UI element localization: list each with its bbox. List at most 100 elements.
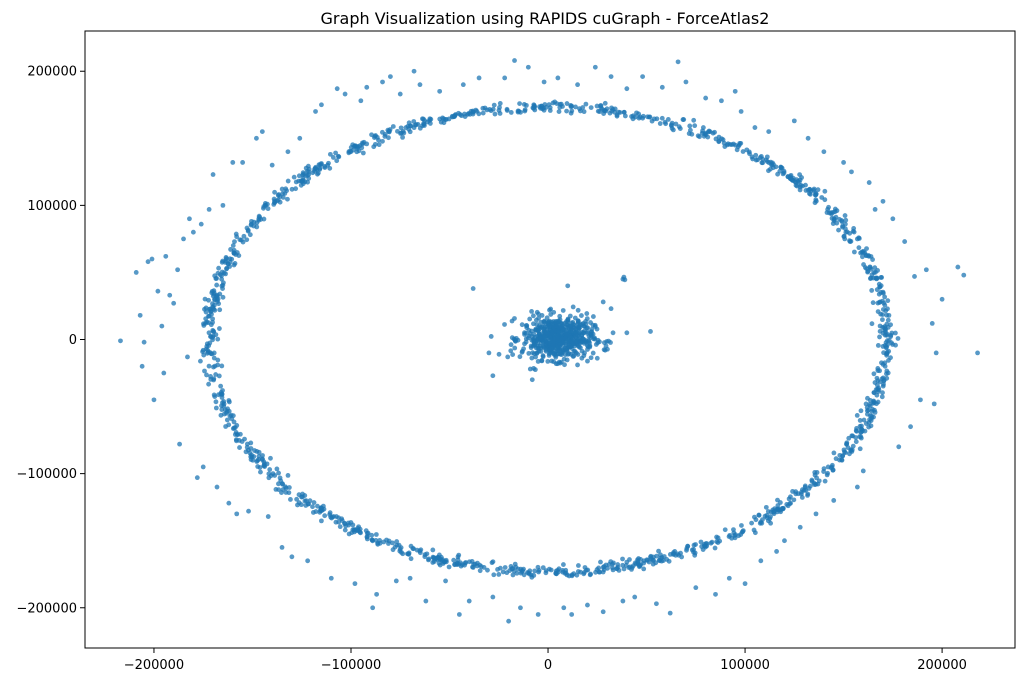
ring-point	[880, 317, 885, 323]
ring-point	[515, 108, 521, 114]
ring-point	[232, 432, 238, 437]
ring-point	[426, 557, 431, 563]
cluster-point	[592, 336, 598, 342]
ring-point	[394, 539, 400, 544]
ring-point	[583, 101, 589, 107]
ring-point	[211, 290, 217, 296]
ring-point	[883, 345, 889, 351]
cluster-point	[530, 313, 536, 319]
ring-point	[880, 390, 885, 396]
ring-point	[262, 464, 268, 469]
ring-point	[239, 237, 244, 243]
ring-point	[556, 566, 562, 572]
outlier-point	[890, 216, 896, 222]
outlier-point	[185, 354, 190, 360]
ring-point	[871, 390, 877, 396]
y-tick-label: −200000	[16, 601, 77, 616]
outlier-point	[305, 558, 311, 564]
ring-point	[881, 377, 887, 383]
ring-point	[578, 569, 583, 575]
ring-point	[254, 449, 260, 454]
ring-point	[519, 569, 525, 575]
cluster-point	[556, 329, 561, 335]
outlier-point	[742, 581, 748, 587]
ring-point	[275, 197, 281, 203]
ring-point	[492, 111, 498, 117]
ring-point	[405, 551, 410, 557]
outlier-point	[364, 84, 370, 90]
outlier-point	[518, 605, 523, 611]
cluster-point	[510, 352, 516, 357]
ring-point	[874, 275, 880, 281]
ring-point	[359, 145, 365, 151]
cluster-point	[590, 322, 596, 328]
ring-point	[871, 371, 877, 377]
ring-point	[881, 300, 887, 306]
outlier-point	[407, 575, 413, 581]
cluster-point	[589, 329, 594, 335]
cluster-point	[549, 358, 555, 364]
ring-point	[885, 317, 891, 323]
ring-point	[376, 137, 381, 143]
ring-point	[277, 475, 283, 481]
cluster-point	[560, 321, 565, 327]
ring-point	[857, 418, 863, 423]
ring-point	[265, 206, 271, 212]
ring-point	[893, 330, 898, 336]
ring-point	[569, 108, 575, 114]
outlier-point	[732, 88, 738, 94]
ring-point	[561, 562, 566, 567]
ring-point	[261, 204, 267, 209]
outlier-point	[437, 88, 443, 94]
cluster-point	[546, 351, 552, 357]
ring-point	[840, 223, 846, 229]
ring-point	[335, 153, 341, 159]
ring-point	[496, 107, 502, 113]
chart-title: Graph Visualization using RAPIDS cuGraph…	[321, 9, 770, 28]
ring-point	[632, 114, 638, 120]
ring-point	[778, 165, 784, 170]
outlier-point	[719, 98, 724, 104]
ring-point	[334, 514, 339, 519]
ring-point	[895, 336, 901, 341]
outlier-point	[600, 609, 606, 615]
ring-point	[767, 516, 773, 522]
outlier-point	[713, 591, 718, 597]
ring-point	[629, 114, 634, 119]
ring-point	[836, 227, 841, 233]
outlier-point	[145, 259, 151, 265]
outlier-point	[163, 253, 169, 259]
ring-point	[699, 130, 705, 136]
outlier-point	[854, 484, 860, 490]
ring-point	[621, 566, 627, 572]
ring-point	[430, 547, 436, 553]
ring-point	[787, 501, 793, 507]
ring-point	[248, 457, 254, 462]
ring-point	[463, 560, 469, 565]
ring-point	[813, 197, 819, 203]
cluster-point	[512, 345, 518, 351]
ring-point	[716, 139, 722, 145]
ring-point	[539, 103, 545, 109]
y-axis: −200000 −100000 0 100000 200000	[16, 65, 85, 616]
ring-point	[470, 109, 476, 115]
ring-point	[489, 560, 495, 566]
outlier-point	[575, 82, 580, 88]
ring-point	[285, 178, 291, 184]
cluster-point	[582, 350, 587, 356]
cluster-point	[523, 323, 529, 328]
ring-point	[870, 300, 876, 306]
ring-point	[621, 109, 627, 115]
outlier-point	[585, 602, 590, 608]
ring-point	[869, 321, 875, 327]
ring-point	[693, 542, 698, 547]
ring-point	[280, 194, 286, 200]
ring-point	[553, 571, 559, 577]
cluster-point	[561, 356, 567, 362]
ring-point	[597, 109, 602, 115]
ring-point	[213, 372, 219, 377]
ring-point	[268, 455, 273, 461]
ring-point	[869, 288, 875, 293]
ring-point	[671, 551, 676, 557]
cluster-point	[547, 347, 553, 353]
